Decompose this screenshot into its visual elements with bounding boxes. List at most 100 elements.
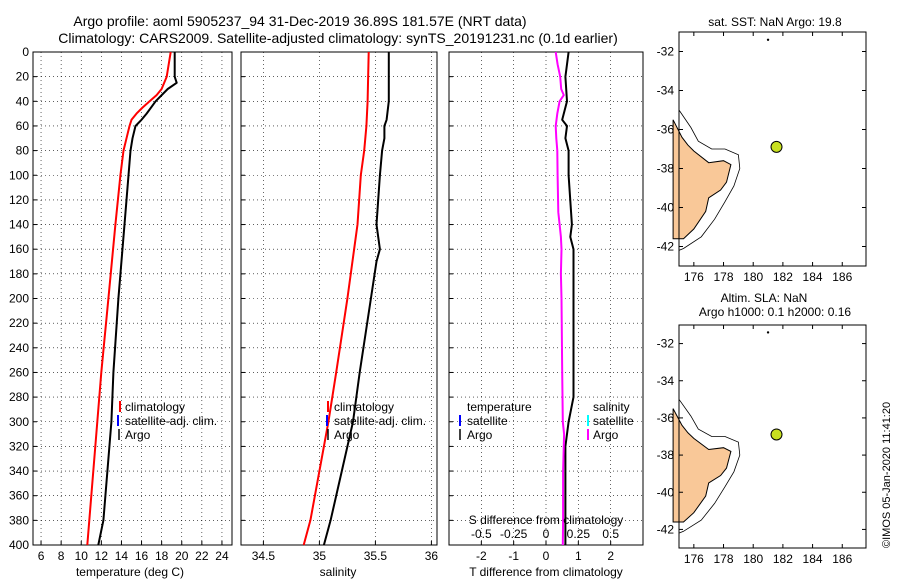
depth-tick-label: 160 [9, 242, 29, 256]
x-tick-label: 20 [175, 549, 189, 563]
lon-tick-label: 186 [832, 552, 852, 566]
x-tick-label: 35.5 [364, 549, 388, 563]
x-tick-label: 35 [313, 549, 327, 563]
legend-argo: Argo [125, 428, 151, 442]
lon-tick-label: 184 [803, 552, 823, 566]
legend-climatology: climatology [125, 400, 185, 414]
lat-tick-label: -42 [657, 522, 675, 536]
x-tick-label: 6 [38, 549, 45, 563]
x-tick-label: -2 [476, 549, 487, 563]
x-tick-label: 34.5 [252, 549, 276, 563]
depth-tick-label: 20 [16, 70, 30, 84]
float-position-marker [770, 428, 783, 441]
depth-tick-label: 260 [9, 365, 29, 379]
legend-satellite: satellite-adj. clim. [334, 414, 426, 428]
depth-tick-label: 280 [9, 390, 29, 404]
depth-tick-label: 0 [22, 45, 29, 59]
lon-tick-label: 180 [743, 270, 763, 284]
x-tick-label: -1 [508, 549, 519, 563]
temperature-xlabel: temperature (deg C) [76, 565, 184, 579]
difference-panel: -2 -1 0 1 2 -0.5 -0.25 0 0.25 0.5 [448, 51, 644, 563]
depth-contour [678, 399, 741, 534]
lat-tick-label: -36 [657, 123, 675, 137]
difference-legend: temperature satellite Argo salinity sate… [459, 400, 634, 442]
depth-tick-label: 360 [9, 489, 29, 503]
legend-argo-s: Argo [593, 428, 619, 442]
figure-title-line1: Argo profile: aoml 5905237_94 31-Dec-201… [73, 13, 526, 29]
panel-frame [32, 51, 233, 546]
series-line-argo [322, 52, 390, 546]
depth-tick-label: 300 [9, 415, 29, 429]
island-marker [766, 331, 770, 334]
depth-contour [678, 109, 741, 251]
lat-tick-label: -34 [657, 374, 675, 388]
land-north-island [672, 408, 732, 523]
island-marker [766, 38, 770, 41]
sst-map: -32 -34 -36 -38 -40 -42 176 178 180 182 184 186 [657, 31, 867, 284]
depth-tick-label: 140 [9, 218, 29, 232]
lon-tick-label: 176 [684, 552, 704, 566]
lon-tick-label: 180 [743, 552, 763, 566]
lon-tick-label: 178 [714, 270, 734, 284]
s-tick-label: 0.25 [567, 527, 591, 541]
x-tick-label: 14 [115, 549, 129, 563]
lat-tick-label: -42 [657, 240, 675, 254]
depth-tick-label: 240 [9, 341, 29, 355]
map-frame [678, 324, 867, 549]
temperature-panel: 6 8 10 12 14 16 18 20 22 24 [32, 51, 233, 563]
lat-tick-label: -40 [657, 485, 675, 499]
x-tick-label: 18 [155, 549, 169, 563]
salinity-legend: climatology satellite-adj. clim. Argo [326, 400, 426, 442]
x-tick-label: 10 [75, 549, 89, 563]
depth-tick-label: 120 [9, 193, 29, 207]
lat-tick-label: -40 [657, 201, 675, 215]
depth-tick-label: 40 [16, 94, 30, 108]
depth-tick-label: 380 [9, 513, 29, 527]
s-tick-label: -0.5 [471, 527, 492, 541]
depth-axis: 0 20 40 60 80 100 120 140 160 180 200 220 240 260 280 3… [9, 45, 453, 552]
x-tick-label: 12 [95, 549, 109, 563]
salinity-xlabel: salinity [320, 565, 357, 579]
x-tick-label: 1 [575, 549, 582, 563]
sst-map-title: sat. SST: NaN Argo: 19.8 [708, 15, 842, 29]
lat-tick-label: -38 [657, 448, 675, 462]
series-line-climatology [86, 51, 172, 546]
depth-tick-label: 400 [9, 538, 29, 552]
series-line-s-difference-argo- [554, 51, 566, 546]
float-position-marker [770, 140, 783, 153]
legend-climatology: climatology [334, 400, 394, 414]
x-tick-label: 8 [58, 549, 65, 563]
x-tick-label: 24 [215, 549, 229, 563]
depth-tick-label: 80 [16, 144, 30, 158]
lon-tick-label: 178 [714, 552, 734, 566]
legend-satellite-s: satellite [593, 414, 634, 428]
sla-map: -32 -34 -36 -38 -40 -42 176 178 180 182 184 186 [657, 324, 867, 566]
temperature-legend: climatology satellite-adj. clim. Argo [117, 400, 217, 442]
depth-tick-label: 180 [9, 267, 29, 281]
legend-satellite-t: satellite [467, 414, 508, 428]
x-tick-label: 36 [425, 549, 439, 563]
depth-tick-label: 200 [9, 292, 29, 306]
x-tick-label: 0 [543, 549, 550, 563]
legend-satellite: satellite-adj. clim. [125, 414, 217, 428]
depth-tick-label: 340 [9, 464, 29, 478]
x-tick-label: 2 [607, 549, 614, 563]
lat-tick-label: -32 [657, 337, 675, 351]
legend-salinity-heading: salinity [593, 400, 630, 414]
depth-tick-label: 320 [9, 439, 29, 453]
series-line-argo [97, 52, 178, 546]
figure-title-line2: Climatology: CARS2009. Satellite-adjuste… [58, 30, 618, 46]
legend-argo: Argo [334, 428, 360, 442]
lon-tick-label: 184 [803, 270, 823, 284]
series-line-climatology [302, 51, 370, 546]
lon-tick-label: 176 [684, 270, 704, 284]
difference-xlabel: T difference from climatology [469, 565, 623, 579]
depth-tick-label: 100 [9, 168, 29, 182]
lat-tick-label: -38 [657, 162, 675, 176]
salinity-panel: 34.5 35 35.5 36 [240, 51, 439, 563]
x-tick-label: 16 [135, 549, 149, 563]
series-line-t-difference-argo- [561, 51, 575, 545]
s-difference-label: S difference from climatology [469, 513, 624, 527]
legend-argo-t: Argo [467, 428, 493, 442]
